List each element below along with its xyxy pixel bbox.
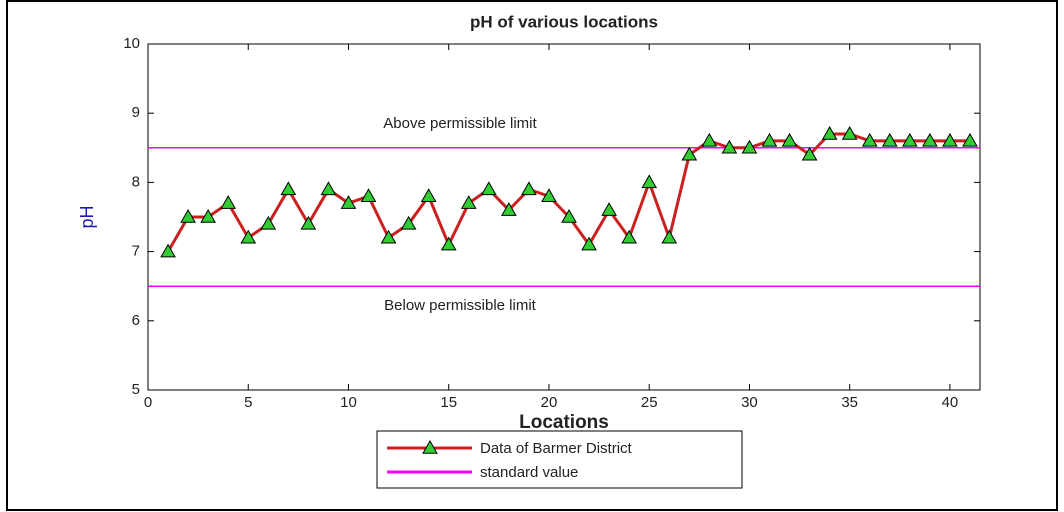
marker [901, 132, 918, 147]
marker [420, 188, 437, 202]
marker [440, 236, 457, 251]
legend-label: standard value [480, 464, 578, 481]
marker [801, 146, 818, 161]
marker [240, 229, 257, 244]
x-tick-label: 0 [144, 394, 152, 411]
marker [861, 132, 878, 147]
marker [460, 195, 477, 209]
x-axis-label: Locations [519, 412, 609, 433]
marker [200, 208, 217, 223]
plot-area [147, 43, 981, 391]
legend-label: Data of Barmer District [480, 440, 633, 457]
marker [340, 195, 357, 209]
legend-marker [422, 439, 438, 454]
marker [360, 188, 377, 202]
marker [380, 229, 397, 244]
x-tick-label: 35 [841, 394, 858, 411]
marker [300, 215, 317, 230]
marker [701, 132, 718, 147]
annotation: Below permissible limit [384, 297, 537, 314]
marker [621, 229, 638, 244]
marker [721, 139, 738, 154]
marker [561, 208, 577, 223]
marker [641, 174, 658, 189]
marker [260, 215, 277, 230]
legend [376, 430, 743, 489]
x-tick-label: 20 [541, 394, 558, 411]
marker [180, 208, 196, 223]
y-tick-label: 6 [132, 312, 140, 329]
marker [400, 215, 417, 230]
marker [922, 132, 938, 147]
y-tick-label: 9 [132, 104, 140, 121]
annotation: Above permissible limit [383, 115, 537, 132]
y-tick-label: 10 [123, 35, 140, 52]
marker [841, 125, 858, 140]
marker [320, 181, 337, 196]
x-tick-label: 40 [942, 394, 959, 411]
marker [541, 188, 557, 202]
x-tick-label: 25 [641, 394, 658, 411]
y-axis-label: pH [77, 205, 97, 228]
y-tick-label: 7 [132, 243, 140, 260]
x-tick-label: 15 [440, 394, 457, 411]
marker [501, 202, 517, 216]
marker [581, 236, 597, 251]
marker [761, 132, 778, 147]
chart-title: pH of various locations [470, 12, 658, 31]
x-tick-label: 30 [741, 394, 758, 411]
y-tick-label: 5 [132, 381, 140, 398]
marker [521, 181, 537, 196]
x-tick-label: 5 [244, 394, 252, 411]
marker [601, 202, 617, 216]
marker [220, 195, 237, 209]
marker [661, 229, 678, 244]
marker [160, 243, 176, 258]
x-tick-label: 10 [340, 394, 357, 411]
marker [942, 132, 958, 147]
marker [280, 181, 297, 196]
marker [681, 146, 698, 161]
marker [781, 132, 798, 147]
marker [821, 125, 838, 140]
y-tick-label: 8 [132, 173, 140, 190]
marker [881, 132, 898, 147]
marker [741, 139, 758, 154]
marker [962, 132, 978, 147]
marker [480, 181, 497, 196]
legend-box [376, 430, 743, 489]
